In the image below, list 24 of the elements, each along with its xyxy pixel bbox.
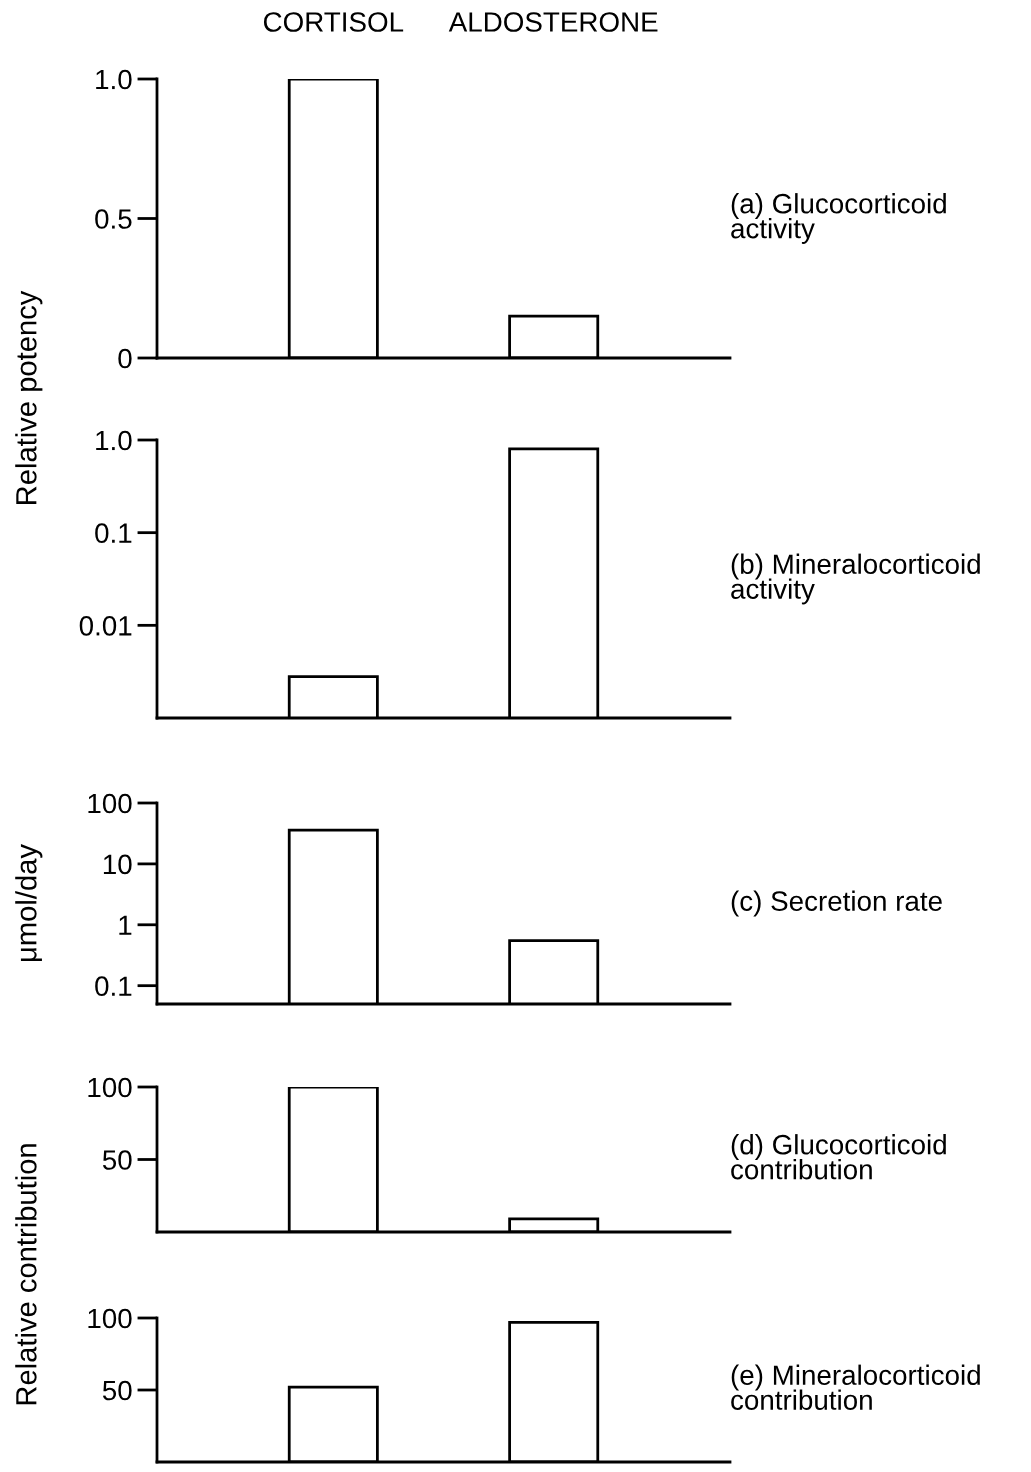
y-axis-title: μmol/day [15, 844, 43, 961]
text: (d) Glucocorticoid contribution [731, 1134, 946, 1180]
text: (c) Secretion rate [731, 890, 942, 917]
y-tick-label: 50 [102, 1150, 132, 1170]
text: (a) Glucocorticoid activity [731, 193, 946, 244]
y-tick-label: 0.1 [95, 976, 132, 997]
x-tick-label: ALDOSTERONE [448, 12, 658, 32]
y-tick-label: 50 [102, 1380, 132, 1401]
text: (e) Mineralocorticoid contribution [731, 1364, 980, 1410]
y-tick-label: 0.1 [95, 523, 132, 544]
y-tick-label: 1.0 [96, 430, 132, 451]
y-tick-label: 1.0 [96, 69, 132, 90]
y-axis-title: Relative contribution [15, 1144, 37, 1405]
y-tick-label: 1 [119, 915, 132, 935]
y-axis-title: Relative potency [15, 290, 43, 504]
y-tick-label: 100 [88, 793, 132, 814]
text: (b) Mineralocorticoid activity [731, 553, 980, 605]
y-tick-label: 10 [103, 854, 132, 875]
y-tick-label: 0.5 [95, 209, 132, 229]
y-tick-label: 100 [88, 1077, 132, 1098]
y-tick-label: 0 [118, 348, 132, 369]
y-tick-label: 0.01 [79, 616, 132, 636]
y-tick-label: 100 [88, 1308, 132, 1329]
x-tick-label: CORTISOL [263, 12, 404, 32]
